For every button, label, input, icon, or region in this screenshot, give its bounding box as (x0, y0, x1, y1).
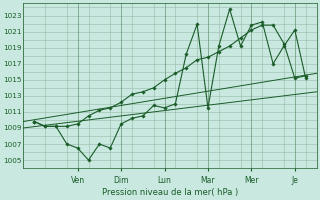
X-axis label: Pression niveau de la mer( hPa ): Pression niveau de la mer( hPa ) (102, 188, 238, 197)
